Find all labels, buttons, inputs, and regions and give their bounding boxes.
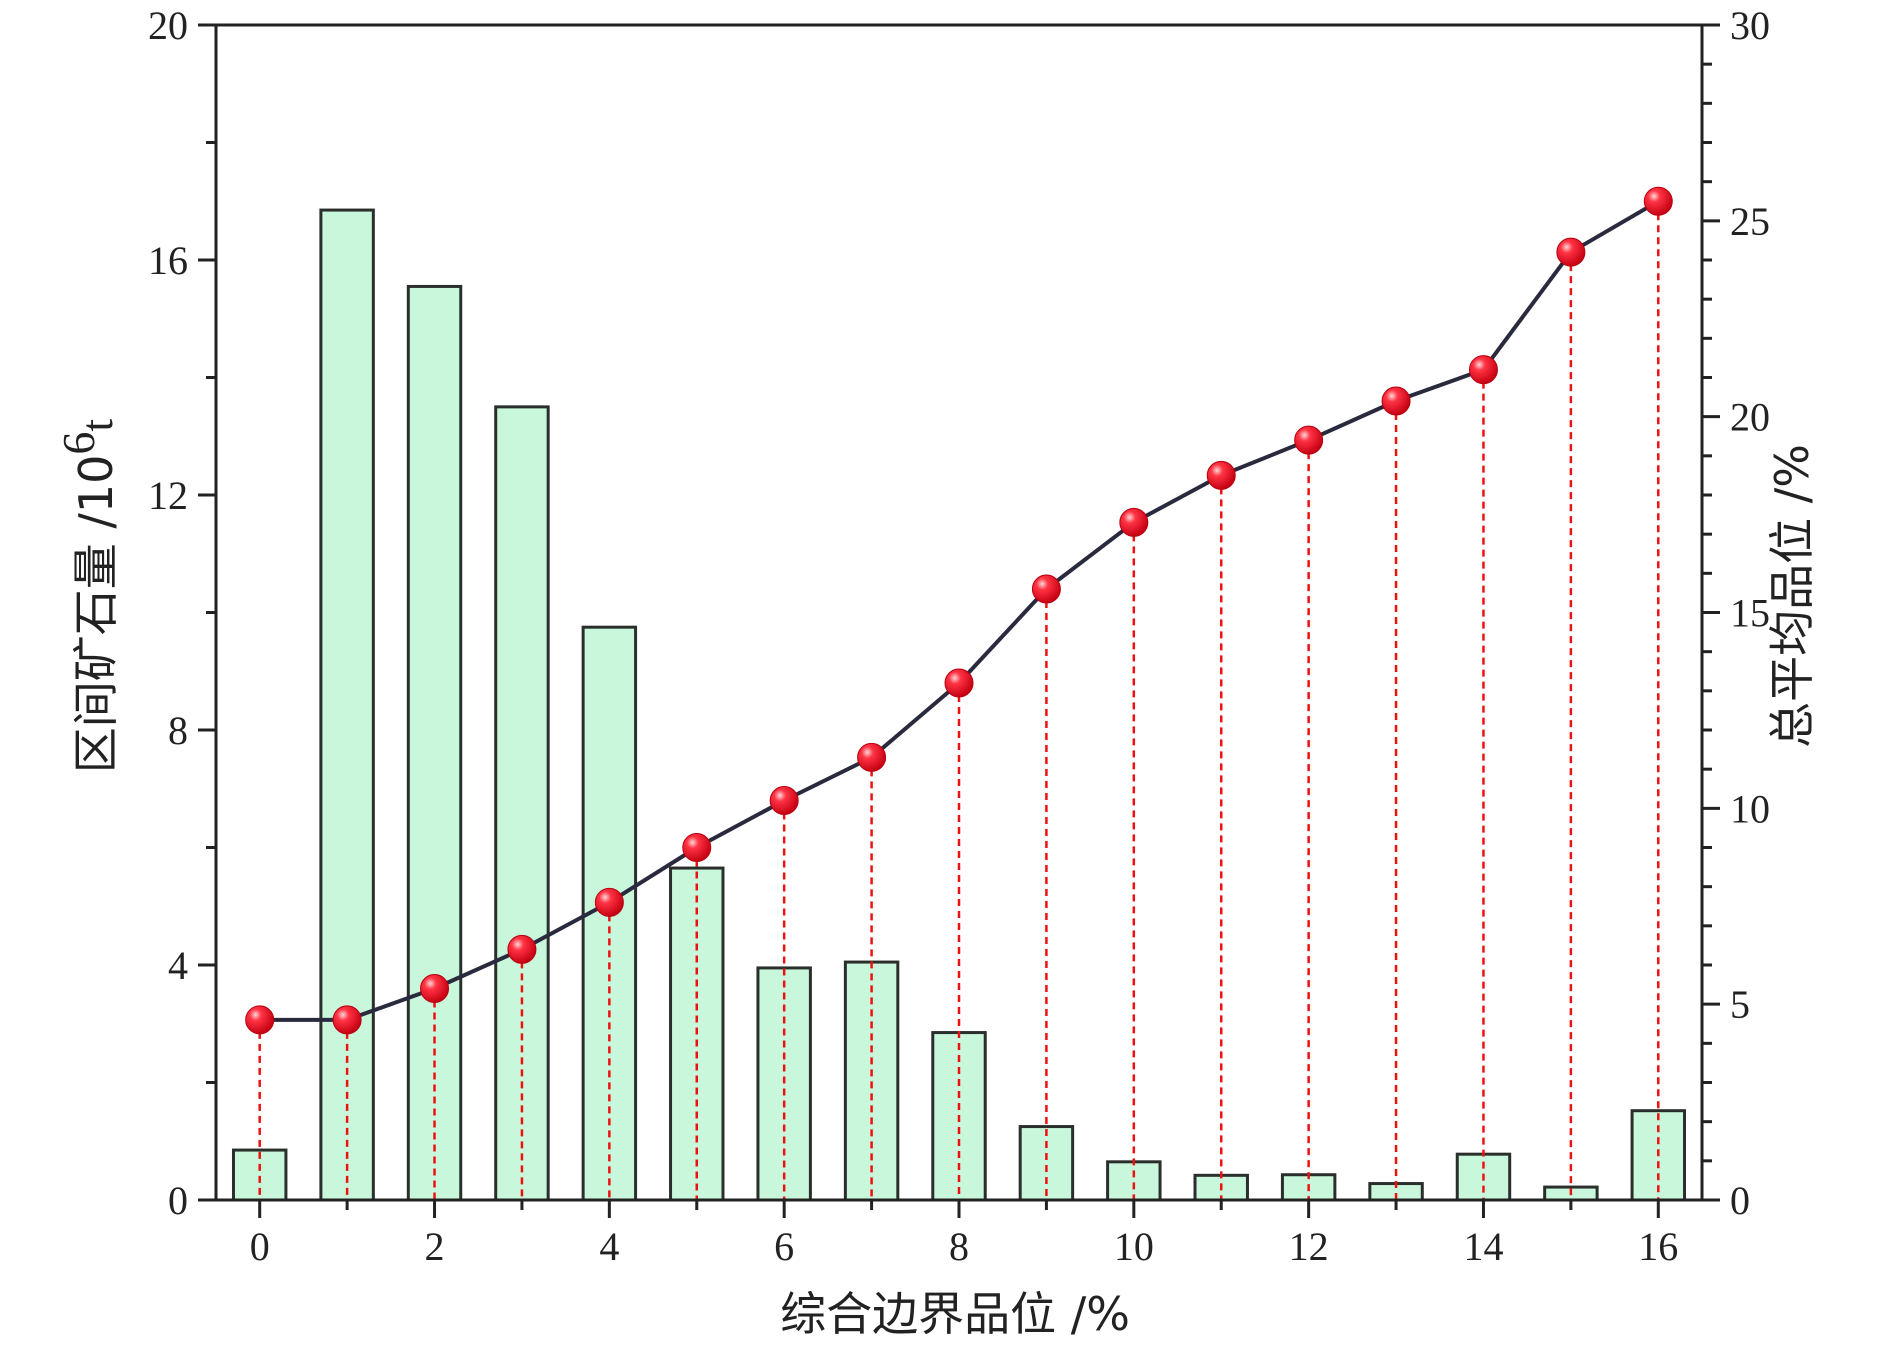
drop-lines-layer	[258, 201, 1660, 1200]
bar	[1106, 1160, 1162, 1202]
data-point	[1643, 186, 1673, 216]
y-right-tick-label: 0	[1730, 1178, 1750, 1223]
axes-layer: 0 2 4 6 8 10 12 14 16 0 4 8 12 16 20 0 5 10 15 20 25 30	[148, 3, 1770, 1269]
line-layer	[259, 199, 1660, 1022]
y-axis-left-title-tail: t	[71, 419, 122, 432]
y-right-tick-label: 20	[1730, 395, 1770, 440]
data-point	[1381, 386, 1411, 416]
data-point	[944, 668, 974, 698]
x-axis-title: 综合边界品位 /%	[780, 1287, 1130, 1341]
bar	[494, 405, 550, 1202]
x-tick-label: 0	[250, 1224, 270, 1269]
data-point	[682, 833, 712, 862]
data-point	[1206, 460, 1236, 490]
y-left-tick-label: 8	[168, 708, 188, 753]
data-point	[245, 1005, 275, 1035]
data-point	[507, 934, 537, 964]
x-tick-label: 4	[599, 1224, 619, 1269]
y-axis-right-title: 总平均品位 /%	[1765, 444, 1819, 748]
data-point	[1031, 574, 1061, 604]
y-right-tick-label: 5	[1730, 982, 1750, 1027]
y-right-tick-label: 15	[1730, 591, 1770, 636]
y-right-tick-label: 10	[1730, 786, 1770, 831]
data-point	[594, 887, 624, 917]
data-point	[857, 742, 887, 772]
x-tick-label: 12	[1289, 1224, 1329, 1269]
markers-layer	[245, 186, 1673, 1035]
series-line	[259, 199, 1660, 1022]
x-tick-label: 8	[949, 1224, 969, 1269]
labels-layer: 综合边界品位 /% 区间矿石量 /106t 总平均品位 /%	[53, 419, 1819, 1341]
x-tick-label: 14	[1463, 1224, 1503, 1269]
x-tick-label: 6	[774, 1224, 794, 1269]
bar	[319, 208, 375, 1202]
data-point	[769, 786, 799, 815]
data-point	[1119, 507, 1149, 537]
y-right-tick-label: 30	[1730, 3, 1770, 48]
y-left-tick-label: 0	[168, 1178, 188, 1223]
y-left-tick-label: 4	[168, 943, 188, 988]
y-left-tick-label: 16	[148, 238, 188, 283]
x-tick-label: 16	[1638, 1224, 1678, 1269]
y-left-tick-label: 20	[148, 3, 188, 48]
x-tick-label: 10	[1114, 1224, 1154, 1269]
data-point	[1468, 355, 1498, 385]
y-left-tick-label: 12	[148, 473, 188, 518]
bar	[406, 284, 463, 1202]
y-axis-left-title-sup: 6	[53, 432, 104, 455]
y-axis-left-title: 区间矿石量 /106t	[53, 419, 123, 774]
data-point	[420, 974, 450, 1003]
y-right-tick-label: 25	[1730, 199, 1770, 244]
bars-layer	[231, 208, 1687, 1202]
data-point	[1294, 425, 1324, 455]
bar	[1018, 1125, 1075, 1202]
y-axis-left-title-main: 区间矿石量 /10	[69, 455, 123, 774]
x-tick-label: 2	[425, 1224, 445, 1269]
data-point	[1556, 237, 1586, 267]
data-point	[332, 1005, 362, 1035]
